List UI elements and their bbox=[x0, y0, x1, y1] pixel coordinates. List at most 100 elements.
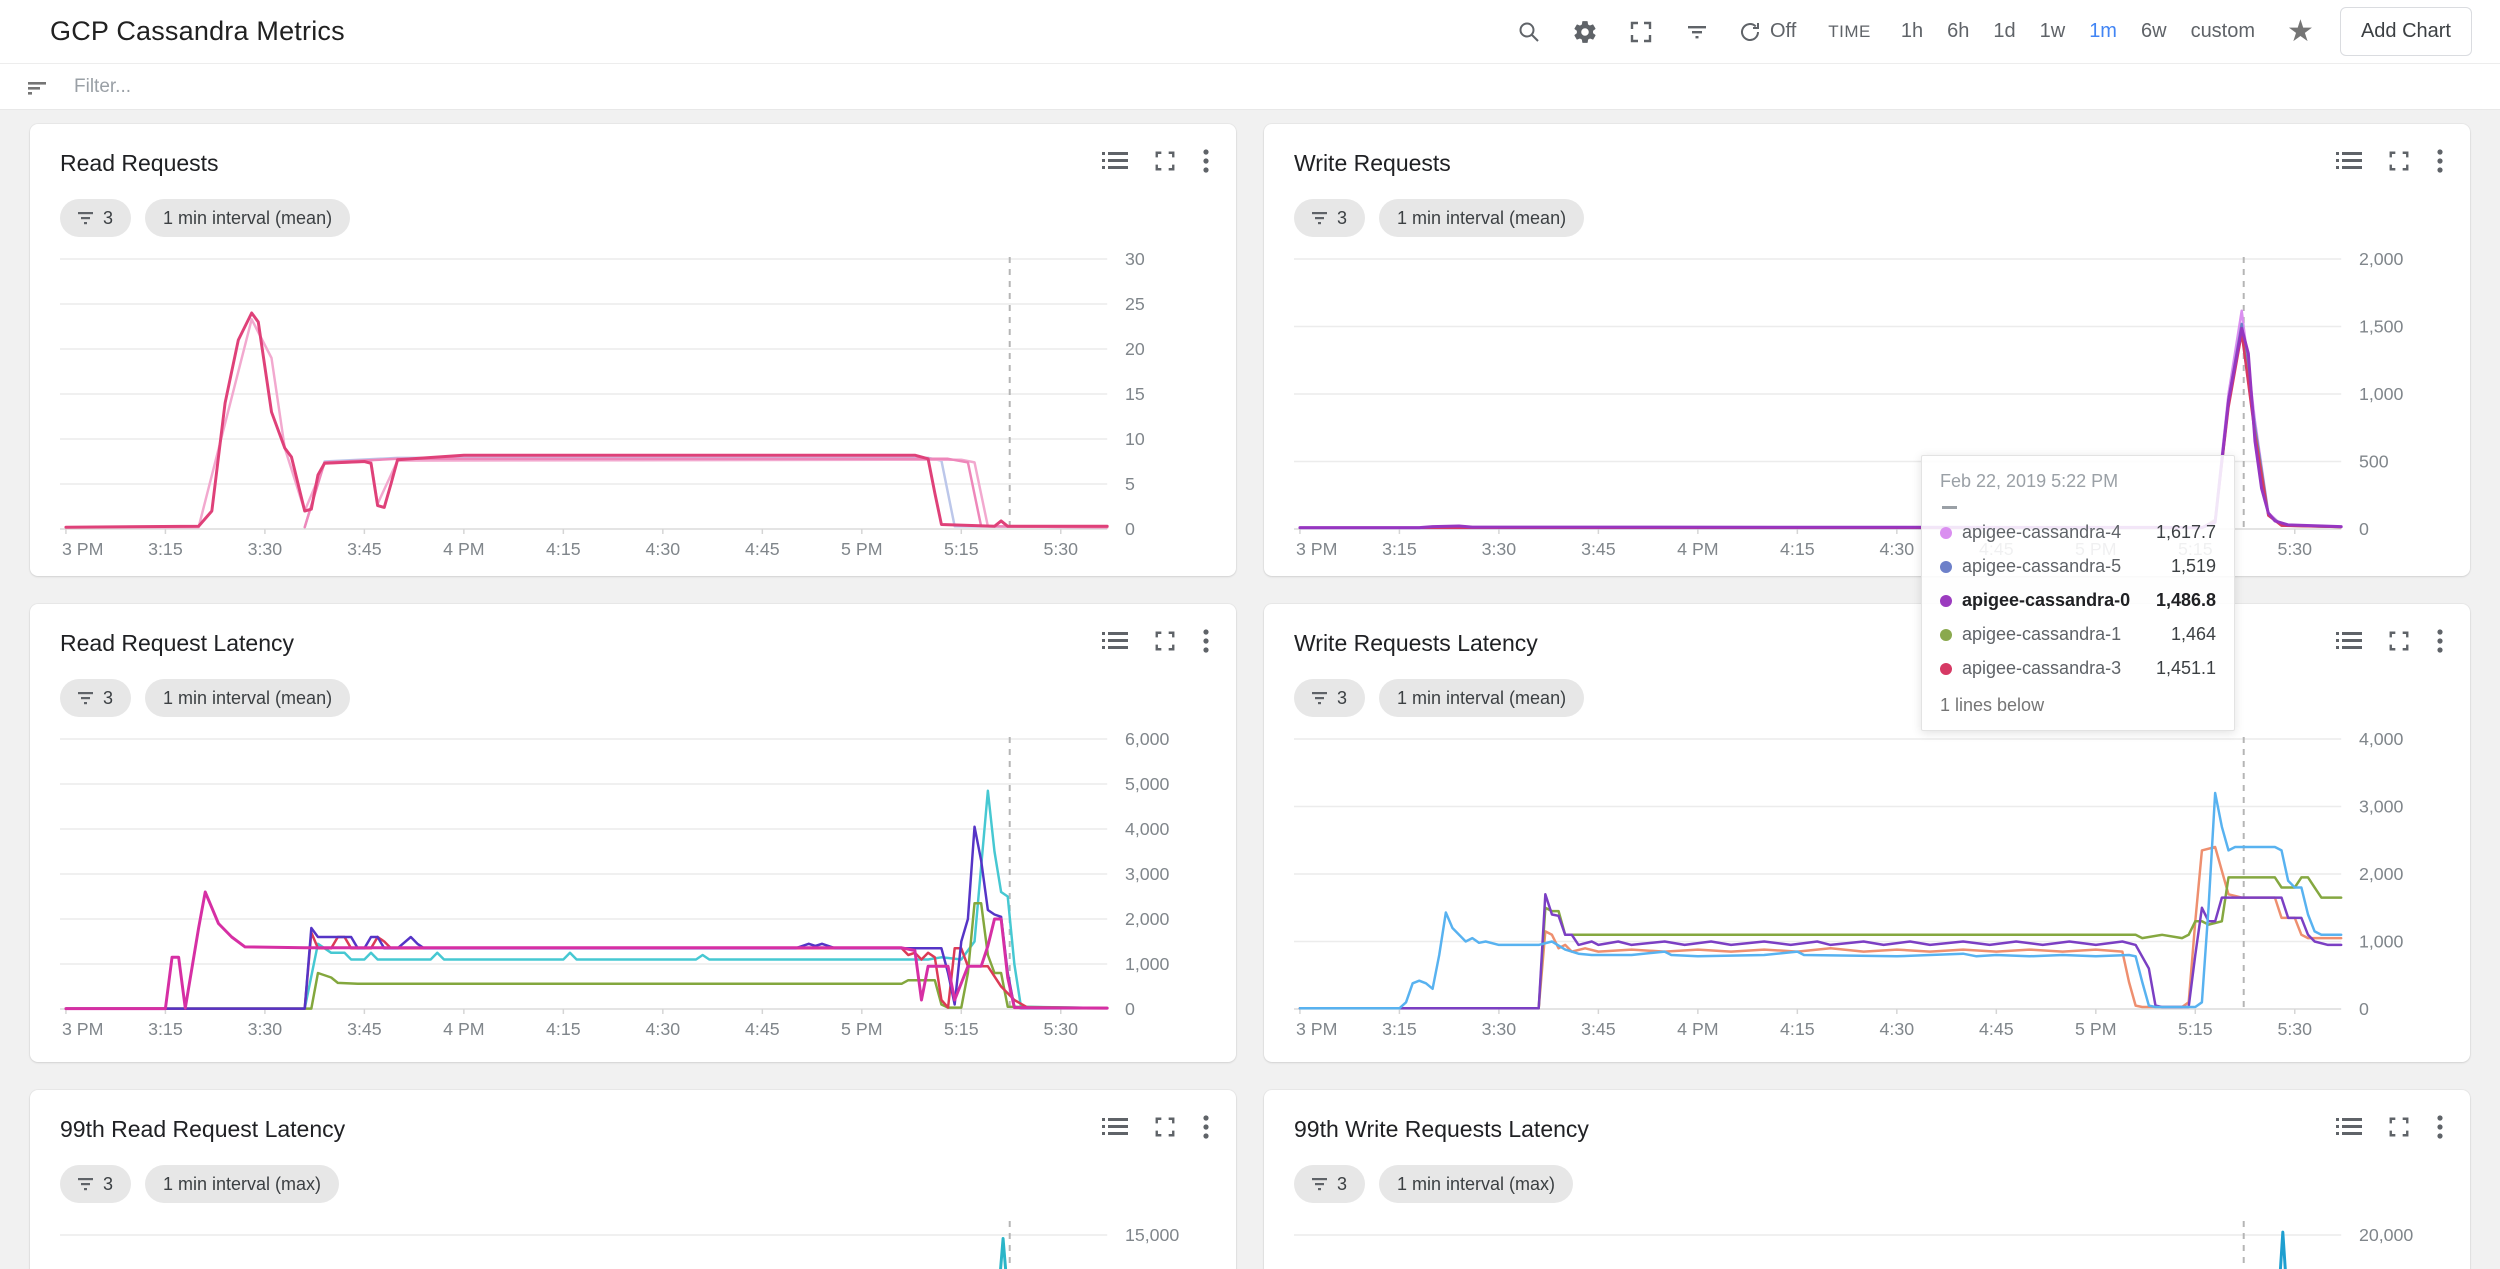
line-chart-read-requests[interactable]: 0 5 10 15 20 25 30 3 PM 3:15 3:30 3:45 4 PM 4:15 4:30… bbox=[60, 251, 1206, 563]
filter-lines-icon bbox=[22, 72, 52, 102]
time-mode-label[interactable]: TIME bbox=[1828, 21, 1871, 41]
svg-text:4:15: 4:15 bbox=[1780, 539, 1815, 559]
svg-text:3:15: 3:15 bbox=[1382, 1019, 1417, 1039]
filter-count-badge[interactable]: 3 bbox=[60, 199, 132, 237]
badge-filter-icon bbox=[78, 1177, 93, 1190]
svg-text:2,000: 2,000 bbox=[2359, 864, 2404, 884]
time-range-1w[interactable]: 1w bbox=[2039, 20, 2066, 42]
chart-menu-icon[interactable] bbox=[1202, 148, 1210, 174]
time-range-custom[interactable]: custom bbox=[2190, 20, 2256, 42]
chart-title: Read Request Latency bbox=[60, 630, 294, 656]
auto-refresh-control[interactable]: Off bbox=[1738, 20, 1796, 44]
svg-text:20,000: 20,000 bbox=[2359, 1225, 2413, 1245]
legend-list-icon[interactable] bbox=[1102, 1116, 1128, 1138]
filter-icon[interactable] bbox=[1682, 17, 1712, 47]
svg-text:0: 0 bbox=[1125, 519, 1135, 539]
add-chart-button[interactable]: Add Chart bbox=[2339, 7, 2472, 56]
tooltip-row: apigee-cassandra-3 1,451.1 bbox=[1940, 658, 2216, 679]
line-chart-write-requests-latency[interactable]: 0 1,000 2,000 3,000 4,000 3 PM 3:15 3:30 3:45 4 P… bbox=[1294, 731, 2440, 1043]
svg-text:15: 15 bbox=[1125, 384, 1145, 404]
chart-menu-icon[interactable] bbox=[1202, 1114, 1210, 1140]
legend-list-icon[interactable] bbox=[2336, 630, 2362, 652]
svg-text:4:45: 4:45 bbox=[745, 539, 780, 559]
line-chart-99th-write-requests-latency[interactable]: 20,000 bbox=[1294, 1217, 2440, 1269]
svg-text:1,000: 1,000 bbox=[2359, 931, 2404, 951]
expand-chart-icon[interactable] bbox=[2388, 150, 2410, 172]
tooltip-rows: apigee-cassandra-4 1,617.7 apigee-cassandr… bbox=[1940, 522, 2216, 679]
svg-text:4 PM: 4 PM bbox=[443, 539, 484, 559]
filter-count-badge[interactable]: 3 bbox=[60, 1165, 132, 1203]
legend-list-icon[interactable] bbox=[1102, 150, 1128, 172]
settings-gear-icon[interactable] bbox=[1570, 17, 1600, 47]
legend-list-icon[interactable] bbox=[2336, 150, 2362, 172]
series-value: 1,464 bbox=[2170, 624, 2216, 644]
filter-count-value: 3 bbox=[1337, 1173, 1348, 1194]
svg-text:5:15: 5:15 bbox=[944, 539, 979, 559]
line-chart-read-request-latency[interactable]: 0 1,000 2,000 3,000 4,000 5,000 6,000 3 PM 3:15 3… bbox=[60, 731, 1206, 1043]
chart-menu-icon[interactable] bbox=[2436, 628, 2444, 654]
legend-list-icon[interactable] bbox=[2336, 1116, 2362, 1138]
svg-text:3:30: 3:30 bbox=[248, 1019, 283, 1039]
svg-text:3:15: 3:15 bbox=[148, 539, 183, 559]
favorite-star-icon[interactable]: ★ bbox=[2287, 14, 2314, 48]
chart-card-write-requests: Write Requests 3 1 min interval (mean) 0… bbox=[1264, 124, 2470, 576]
filter-count-badge[interactable]: 3 bbox=[1294, 679, 1366, 717]
time-range-1d[interactable]: 1d bbox=[1993, 20, 2016, 42]
interval-badge[interactable]: 1 min interval (mean) bbox=[145, 199, 351, 237]
tooltip-row: apigee-cassandra-4 1,617.7 bbox=[1940, 522, 2216, 543]
svg-text:3:30: 3:30 bbox=[248, 539, 283, 559]
chart-card-read-requests: Read Requests 3 1 min interval (mean) 0 5… bbox=[30, 124, 1236, 576]
chart-title: 99th Write Requests Latency bbox=[1294, 1116, 1589, 1142]
expand-chart-icon[interactable] bbox=[1154, 1116, 1176, 1138]
chart-menu-icon[interactable] bbox=[2436, 1114, 2444, 1140]
legend-list-icon[interactable] bbox=[1102, 630, 1128, 652]
svg-text:500: 500 bbox=[2359, 451, 2389, 471]
time-range-1h[interactable]: 1h bbox=[1900, 20, 1924, 42]
series-color-dot bbox=[1940, 628, 1952, 641]
filter-count-badge[interactable]: 3 bbox=[1294, 1165, 1366, 1203]
expand-chart-icon[interactable] bbox=[2388, 1116, 2410, 1138]
svg-text:5:15: 5:15 bbox=[2178, 1019, 2213, 1039]
svg-text:4:15: 4:15 bbox=[546, 1019, 581, 1039]
expand-chart-icon[interactable] bbox=[1154, 630, 1176, 652]
svg-text:4,000: 4,000 bbox=[2359, 731, 2404, 749]
svg-text:4 PM: 4 PM bbox=[1677, 1019, 1718, 1039]
interval-badge[interactable]: 1 min interval (max) bbox=[145, 1165, 340, 1203]
line-chart-99th-read-request-latency[interactable]: 15,000 bbox=[60, 1217, 1206, 1269]
tooltip-timestamp: Feb 22, 2019 5:22 PM bbox=[1940, 471, 2119, 491]
top-bar: GCP Cassandra Metrics Off TIME 1h 6h 1d 1w 1… bbox=[0, 0, 2500, 64]
search-icon[interactable] bbox=[1514, 17, 1544, 47]
svg-text:4:30: 4:30 bbox=[646, 539, 681, 559]
svg-text:3 PM: 3 PM bbox=[1296, 1019, 1337, 1039]
line-chart-write-requests[interactable]: 0 500 1,000 1,500 2,000 3 PM 3:15 3:30 3:45 4 PM 4… bbox=[1294, 251, 2440, 563]
tooltip-row: apigee-cassandra-1 1,464 bbox=[1940, 624, 2216, 645]
badge-filter-icon bbox=[78, 691, 93, 704]
filter-count-badge[interactable]: 3 bbox=[1294, 199, 1366, 237]
svg-text:3:15: 3:15 bbox=[1382, 539, 1417, 559]
svg-text:4:45: 4:45 bbox=[745, 1019, 780, 1039]
interval-badge[interactable]: 1 min interval (max) bbox=[1379, 1165, 1574, 1203]
expand-chart-icon[interactable] bbox=[1154, 150, 1176, 172]
svg-text:0: 0 bbox=[1125, 999, 1135, 1019]
filter-input[interactable] bbox=[74, 75, 2478, 98]
time-range-6h[interactable]: 6h bbox=[1947, 20, 1970, 42]
svg-text:3,000: 3,000 bbox=[2359, 796, 2404, 816]
interval-badge[interactable]: 1 min interval (mean) bbox=[1379, 679, 1585, 717]
tooltip-series-indicator bbox=[1942, 506, 1957, 509]
fullscreen-icon[interactable] bbox=[1626, 17, 1656, 47]
chart-menu-icon[interactable] bbox=[2436, 148, 2444, 174]
svg-text:5:30: 5:30 bbox=[2277, 539, 2312, 559]
svg-text:3 PM: 3 PM bbox=[1296, 539, 1337, 559]
tooltip-row: apigee-cassandra-5 1,519 bbox=[1940, 556, 2216, 577]
svg-text:1,000: 1,000 bbox=[1125, 954, 1170, 974]
expand-chart-icon[interactable] bbox=[2388, 630, 2410, 652]
interval-badge[interactable]: 1 min interval (mean) bbox=[145, 679, 351, 717]
svg-text:5 PM: 5 PM bbox=[2075, 1019, 2116, 1039]
chart-menu-icon[interactable] bbox=[1202, 628, 1210, 654]
filter-count-badge[interactable]: 3 bbox=[60, 679, 132, 717]
svg-text:5:30: 5:30 bbox=[2277, 1019, 2312, 1039]
interval-badge[interactable]: 1 min interval (mean) bbox=[1379, 199, 1585, 237]
time-range-6w[interactable]: 6w bbox=[2140, 20, 2167, 42]
time-range-1m[interactable]: 1m bbox=[2089, 20, 2117, 42]
chart-card-read-request-latency: Read Request Latency 3 1 min interval (m… bbox=[30, 604, 1236, 1062]
